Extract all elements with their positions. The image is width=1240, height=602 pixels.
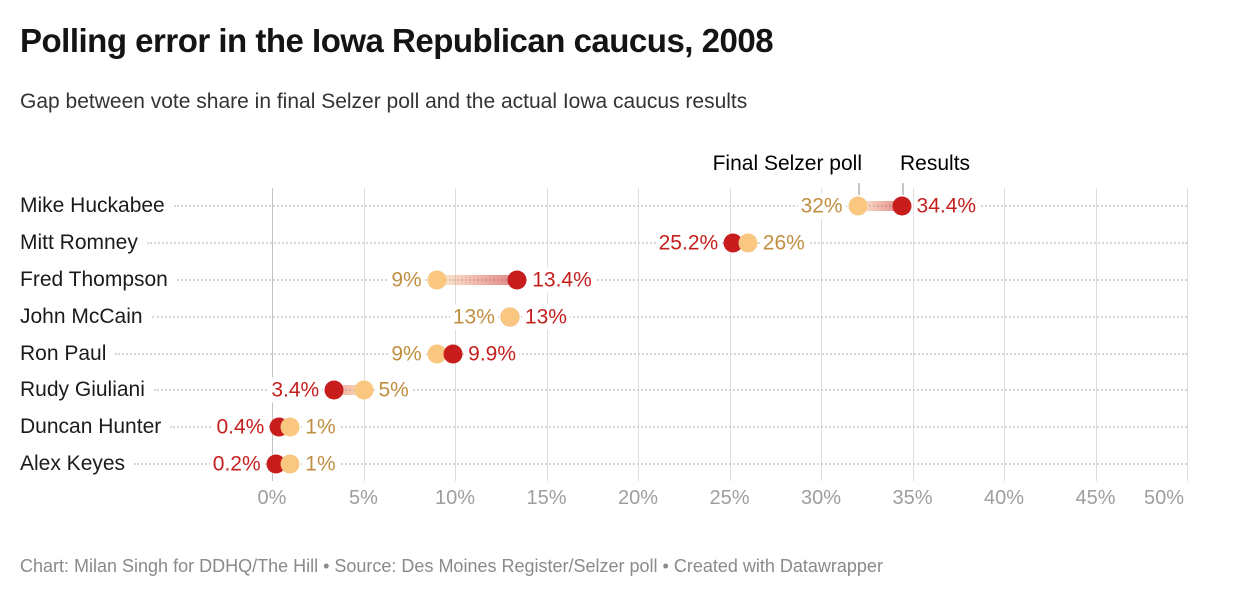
x-tick-label: 10% — [434, 487, 476, 509]
result-dot[interactable] — [892, 196, 912, 216]
category-label: John McCain — [20, 304, 143, 328]
gridline — [729, 188, 731, 481]
legend-tick-results — [901, 183, 904, 195]
gridline — [638, 188, 639, 481]
poll-dot[interactable] — [500, 307, 520, 327]
connector-bar — [334, 385, 364, 396]
x-tick-label: 0% — [257, 487, 287, 509]
gridline — [1004, 188, 1005, 481]
poll-value-label: 1% — [302, 414, 339, 440]
poll-value-label: 1% — [302, 451, 339, 477]
leader-line — [176, 278, 1187, 281]
connector-bar — [857, 201, 902, 212]
poll-value-label: 26% — [759, 230, 808, 256]
category-label: Mike Huckabee — [20, 194, 165, 218]
leader-line — [173, 205, 1187, 208]
x-tick-label: 45% — [1075, 487, 1116, 509]
result-dot[interactable] — [723, 233, 743, 253]
gridline — [1187, 188, 1188, 481]
poll-value-label: 9% — [388, 341, 425, 367]
result-dot[interactable] — [324, 380, 344, 400]
leader-line — [153, 389, 1187, 392]
result-value-label: 3.4% — [268, 377, 323, 403]
table-row: Duncan Hunter 0.4% 1% — [0, 409, 1240, 446]
x-tick-label: 40% — [983, 487, 1025, 509]
poll-value-label: 32% — [797, 193, 846, 219]
result-value-label: 9.9% — [465, 341, 520, 367]
table-row: Mitt Romney 25.2% 26% — [0, 225, 1240, 262]
gridline — [821, 188, 822, 481]
legend-results-label: Results — [900, 152, 971, 175]
connector-bar — [436, 274, 518, 285]
x-tick-label: 50% — [1143, 487, 1184, 509]
chart-title: Polling error in the Iowa Republican cau… — [20, 22, 774, 59]
result-value-label: 0.4% — [213, 414, 268, 440]
legend-tick-poll — [857, 183, 860, 195]
result-value-label: 13.4% — [529, 267, 595, 293]
result-dot[interactable] — [507, 270, 527, 290]
x-tick-label: 25% — [709, 487, 750, 509]
gridline — [912, 188, 914, 481]
result-value-label: 34.4% — [913, 193, 980, 219]
table-row: Mike Huckabee 32% 34.4% — [0, 188, 1240, 225]
category-label: Ron Paul — [20, 341, 107, 365]
poll-dot[interactable] — [848, 196, 868, 216]
poll-dot[interactable] — [354, 380, 373, 400]
poll-dot[interactable] — [427, 270, 447, 290]
gridline — [272, 188, 273, 481]
category-label: Rudy Giuliani — [20, 378, 145, 402]
x-tick-label: 30% — [800, 487, 842, 509]
poll-value-label: 9% — [388, 267, 425, 293]
chart-subtitle: Gap between vote share in final Selzer p… — [20, 90, 748, 113]
x-tick-label: 35% — [892, 487, 933, 509]
poll-dot[interactable] — [427, 344, 447, 364]
table-row: Ron Paul 9% 9.9% — [0, 335, 1240, 372]
chart-footer: Chart: Milan Singh for DDHQ/The Hill • S… — [20, 556, 883, 576]
gridline — [546, 188, 548, 481]
poll-dot[interactable] — [738, 233, 758, 253]
table-row: Rudy Giuliani 3.4% 5% — [0, 372, 1240, 409]
result-value-label: 0.2% — [209, 451, 264, 477]
table-row: Fred Thompson 9% 13.4% — [0, 262, 1240, 299]
category-label: Mitt Romney — [20, 231, 138, 255]
table-row: Alex Keyes 0.2% 1% — [0, 446, 1240, 483]
result-value-label: 25.2% — [655, 230, 722, 256]
x-tick-label: 15% — [526, 487, 567, 509]
poll-value-label: 5% — [375, 377, 412, 403]
x-tick-label: 5% — [349, 487, 378, 509]
poll-dot[interactable] — [280, 417, 300, 437]
category-label: Fred Thompson — [20, 267, 168, 291]
table-row: John McCain 13% 13% — [0, 298, 1240, 335]
gridline — [455, 188, 456, 481]
result-value-label: 13% — [521, 304, 570, 330]
leader-line — [115, 352, 1187, 355]
category-label: Alex Keyes — [20, 451, 126, 475]
leader-line — [134, 462, 1187, 465]
leader-line — [151, 315, 1187, 318]
gridline — [363, 188, 365, 481]
x-tick-label: 20% — [617, 487, 659, 509]
legend-poll-label: Final Selzer poll — [712, 152, 862, 175]
leader-line — [170, 426, 1187, 429]
result-dot[interactable] — [443, 344, 463, 364]
gridline — [1095, 188, 1097, 481]
poll-dot[interactable] — [280, 454, 300, 474]
poll-value-label: 13% — [449, 304, 498, 330]
result-dot[interactable] — [266, 454, 286, 474]
category-label: Duncan Hunter — [20, 415, 162, 439]
